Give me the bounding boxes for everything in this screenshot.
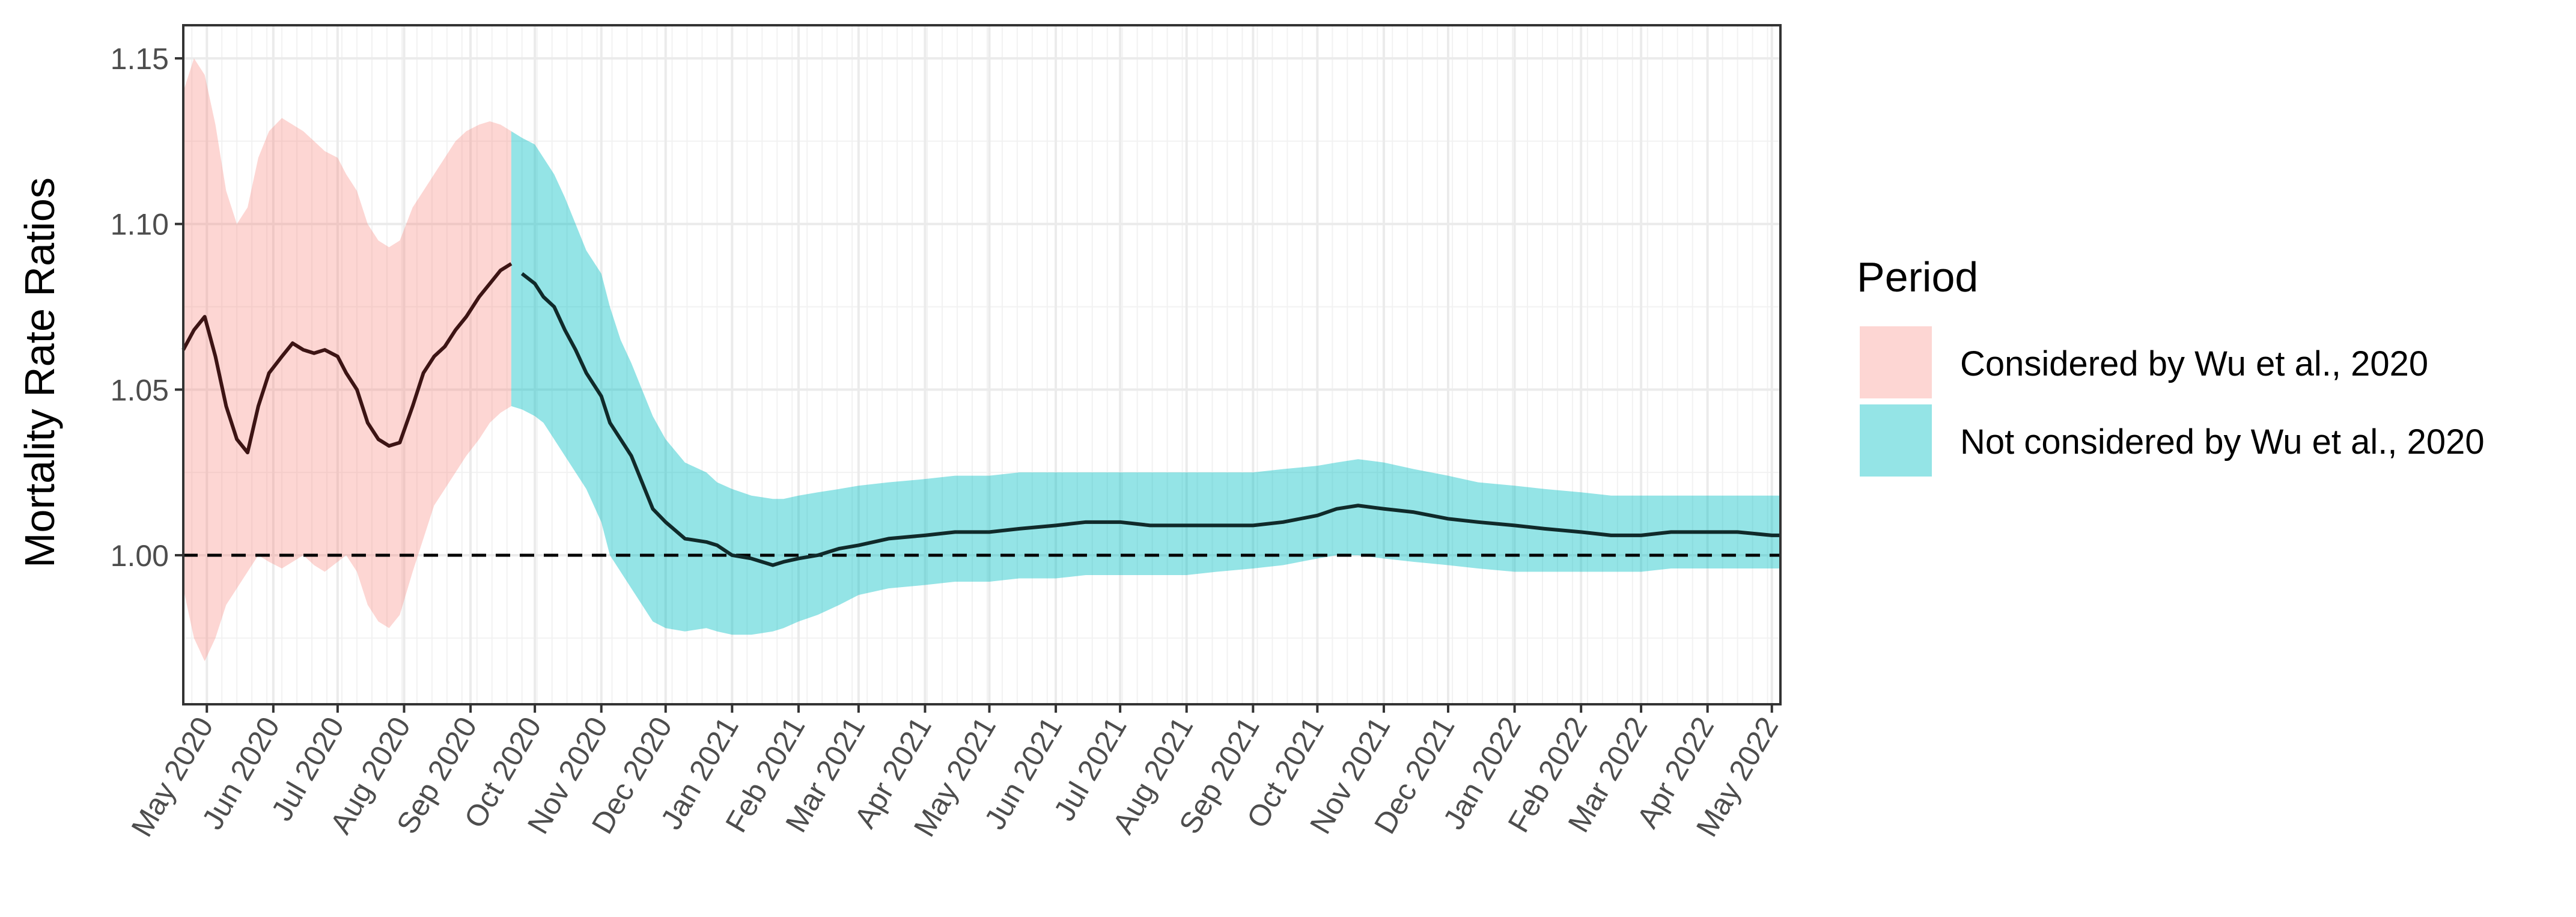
legend-title: Period (1857, 254, 1978, 300)
y-tick-label: 1.05 (111, 373, 169, 407)
y-tick-label: 1.10 (111, 208, 169, 242)
plot-border (182, 24, 1782, 705)
series-line-considered (181, 262, 513, 455)
legend-label-considered: Considered by Wu et al., 2020 (1960, 344, 2428, 383)
y-tick-label: 1.15 (111, 42, 169, 76)
legend-label-not-considered: Not considered by Wu et al., 2020 (1960, 422, 2485, 462)
series-line-not-considered (520, 272, 1780, 567)
legend-key-not-considered (1860, 404, 1932, 477)
y-axis: 1.00 1.05 1.10 1.15 (111, 42, 183, 573)
plot-panel (181, 24, 1782, 705)
y-tick-label: 1.00 (111, 539, 169, 573)
legend-key-considered (1860, 326, 1932, 398)
legend: Period Considered by Wu et al., 2020 Not… (1857, 254, 2485, 477)
y-axis-title: Mortality Rate Ratios (16, 177, 63, 568)
ribbon-considered (183, 58, 511, 662)
ribbon-not-considered (511, 131, 1781, 635)
